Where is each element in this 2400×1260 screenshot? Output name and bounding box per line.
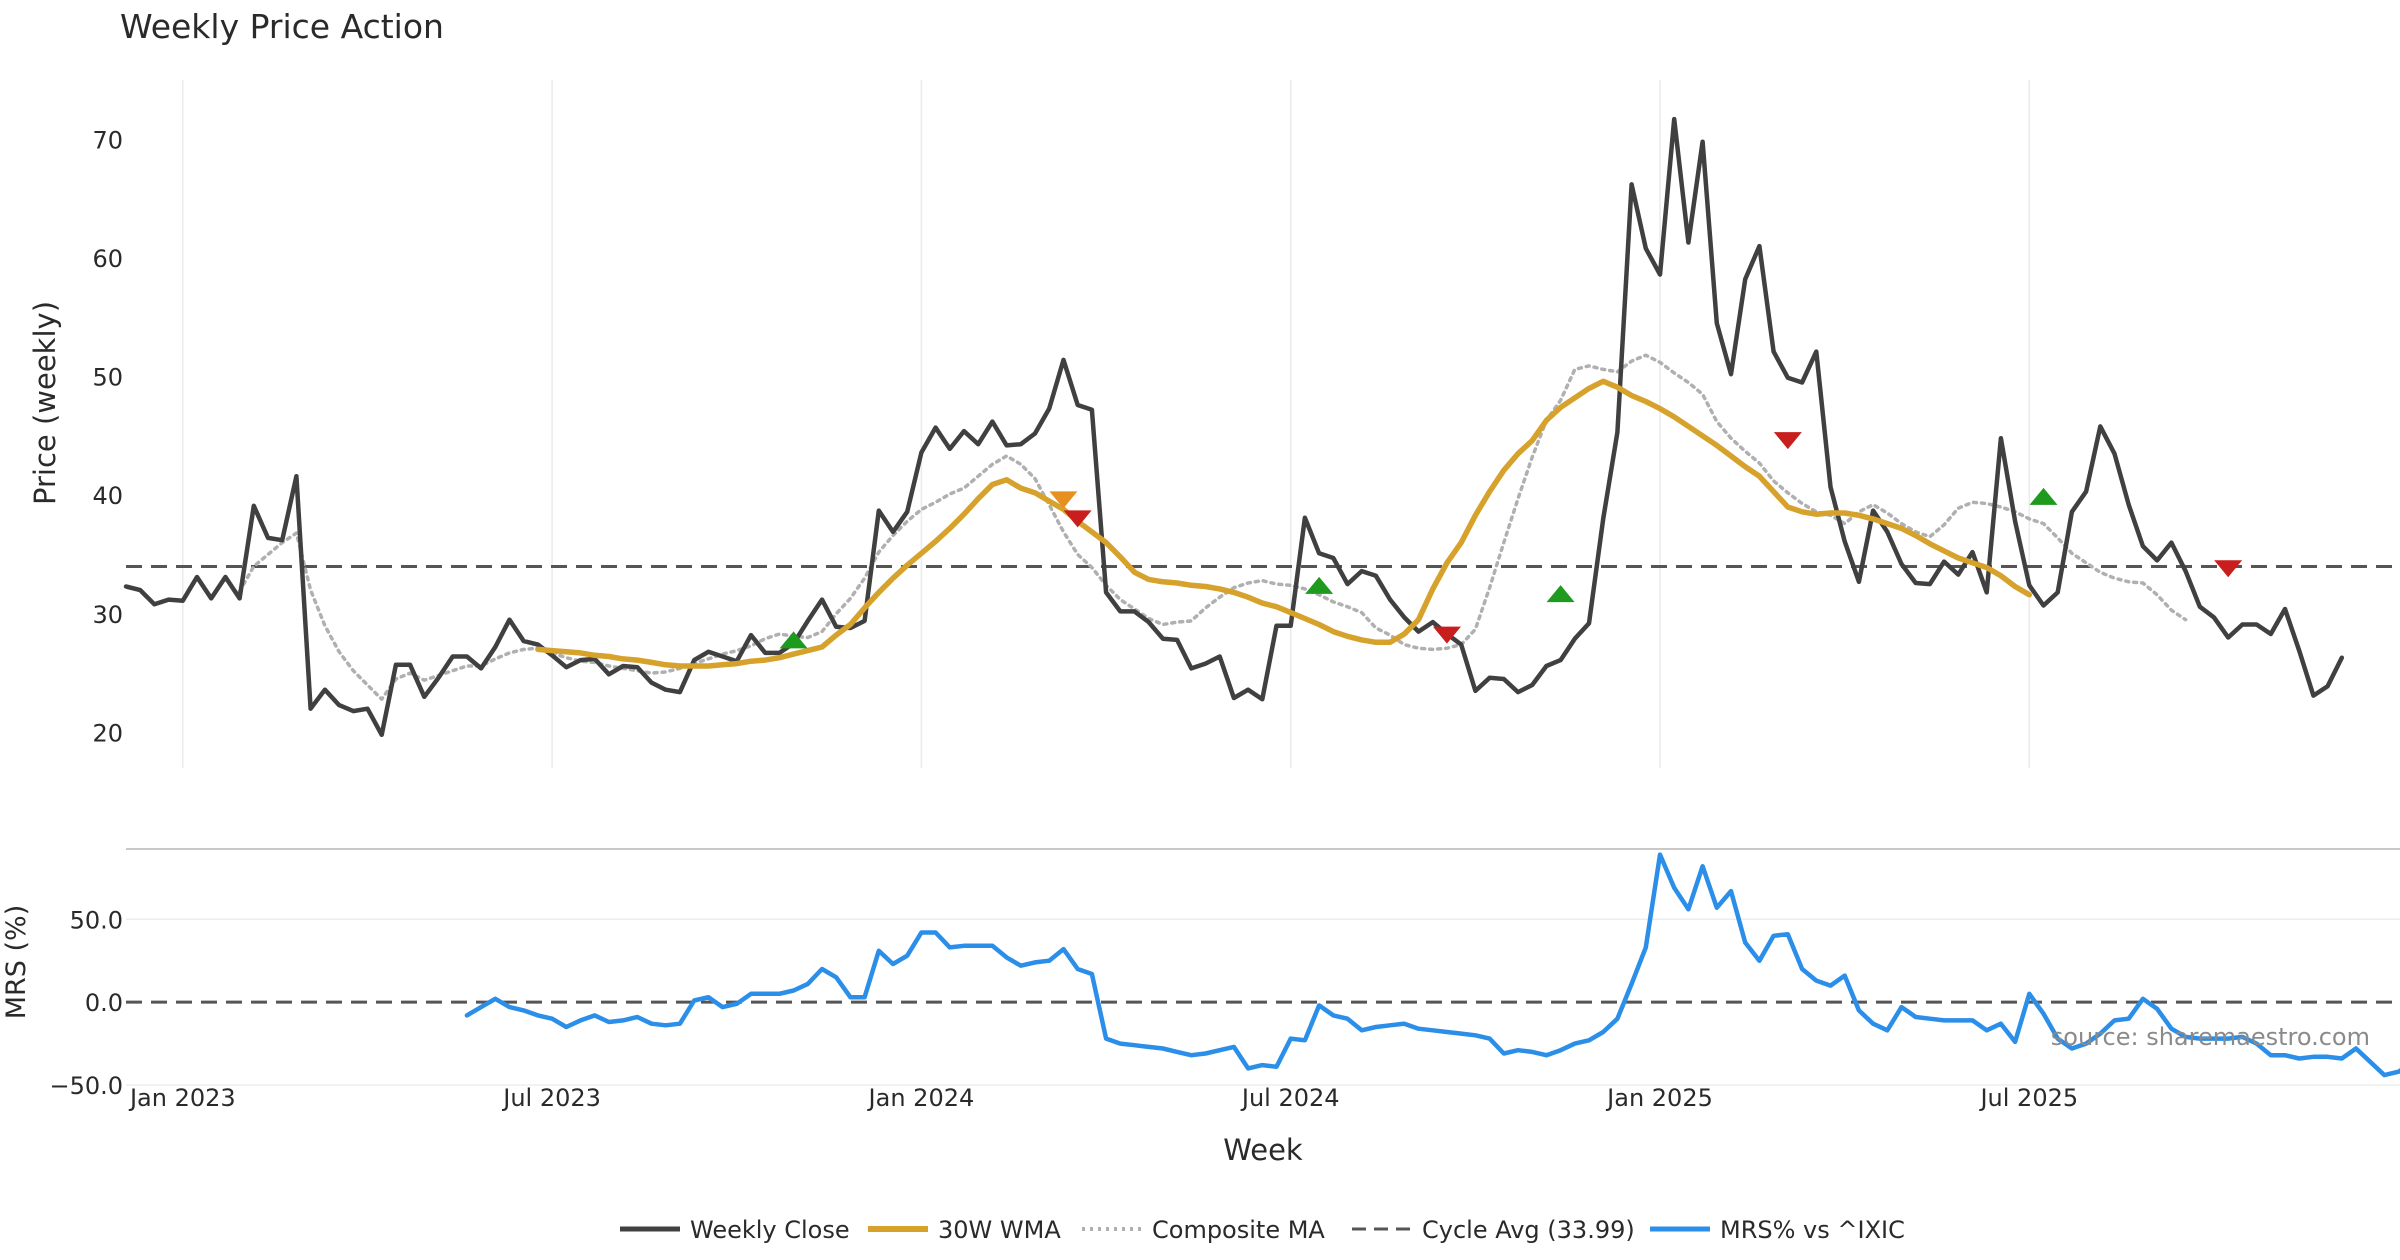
legend-label: MRS% vs ^IXIC [1720, 1216, 1905, 1244]
price-y-ticks: 20 30 40 50 60 70 [92, 126, 123, 747]
mrs-line [464, 852, 2400, 1078]
price-series [123, 116, 2400, 738]
buy-signal-marker [779, 631, 808, 649]
legend-label: Weekly Close [690, 1216, 850, 1244]
sell-signal-marker [1773, 432, 1802, 450]
mrs-y-axis-label: MRS (%) [1, 905, 32, 1020]
sell-signal-marker [1049, 491, 1078, 509]
price-grid [182, 80, 2031, 768]
weekly-close-line [123, 116, 2345, 738]
legend-label: Cycle Avg (33.99) [1422, 1216, 1635, 1244]
sell-signal-marker [1432, 626, 1461, 644]
chart-title: Weekly Price Action [120, 7, 444, 46]
legend-label: 30W WMA [938, 1216, 1061, 1244]
buy-signal-marker [1546, 585, 1575, 603]
price-y-tick-label: 40 [92, 482, 123, 510]
mrs-y-ticks: 50.0 0.0 −50.0 [49, 906, 123, 1100]
mrs-y-tick-label: 50.0 [70, 906, 123, 934]
x-tick-label: Jan 2025 [1605, 1084, 1713, 1112]
price-signals [779, 432, 2243, 649]
30w-wma-line [535, 378, 2033, 669]
mrs-y-tick-label: −50.0 [49, 1072, 123, 1100]
mrs-series [464, 852, 2400, 1078]
sell-signal-marker [2214, 560, 2243, 578]
x-tick-label: Jan 2023 [128, 1084, 236, 1112]
x-tick-label: Jul 2024 [1240, 1084, 1340, 1112]
mrs-y-tick-label: 0.0 [85, 989, 123, 1017]
price-y-tick-label: 60 [92, 245, 123, 273]
price-y-tick-label: 70 [92, 126, 123, 154]
x-axis-label: Week [1223, 1133, 1303, 1167]
price-y-axis-label: Price (weekly) [28, 301, 62, 505]
x-tick-label: Jan 2024 [867, 1084, 975, 1112]
price-y-tick-label: 30 [92, 601, 123, 629]
buy-signal-marker [2029, 487, 2058, 505]
x-tick-label: Jul 2025 [1978, 1084, 2078, 1112]
buy-signal-marker [1305, 576, 1334, 594]
sell-signal-marker [1063, 510, 1092, 528]
composite-ma-line [237, 353, 2188, 701]
x-tick-label: Jul 2023 [501, 1084, 601, 1112]
price-y-tick-label: 50 [92, 364, 123, 392]
x-axis-ticks: Jan 2023 Jul 2023 Jan 2024 Jul 2024 Jan 2025… [128, 1084, 2078, 1112]
price-y-tick-label: 20 [92, 719, 123, 747]
source-annotation: source: sharemaestro.com [2051, 1023, 2370, 1051]
legend-label: Composite MA [1152, 1216, 1325, 1244]
legend: Weekly Close 30W WMA Composite MA Cycle Avg… [620, 1216, 1905, 1244]
